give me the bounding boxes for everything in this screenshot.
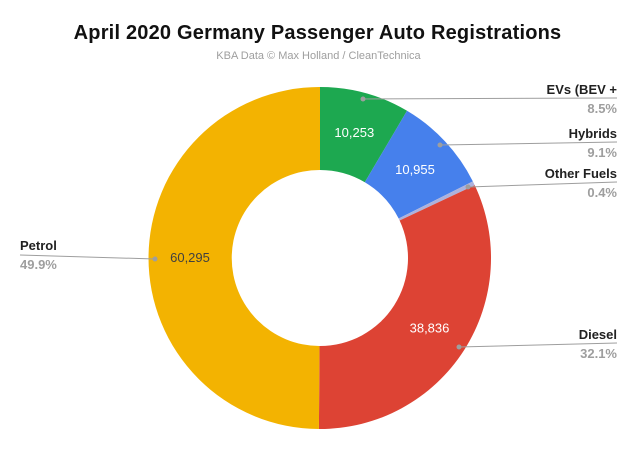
slice-value-hybrids: 10,955 <box>395 162 435 177</box>
slice-hybrids[interactable] <box>364 110 473 219</box>
slice-value-petrol: 60,295 <box>170 250 210 265</box>
slice-percent-evs: 8.5% <box>587 101 617 116</box>
slice-label-diesel: Diesel <box>579 327 617 342</box>
slice-petrol[interactable] <box>148 86 320 429</box>
callout-evs: EVs (BEV + 8.5% <box>360 82 618 116</box>
slice-percent-diesel: 32.1% <box>580 346 617 361</box>
slice-value-labels: 10,253 10,955 38,836 60,295 <box>170 125 449 335</box>
callout-petrol: Petrol 49.9% <box>19 238 158 272</box>
leader-line-evs <box>362 97 618 100</box>
leader-dot-evs <box>360 96 366 102</box>
leader-line-petrol <box>19 254 156 260</box>
slice-other-fuels[interactable] <box>398 181 475 221</box>
donut-slices <box>148 86 492 430</box>
chart-title: April 2020 Germany Passenger Auto Regist… <box>73 22 562 44</box>
slice-label-hybrids: Hybrids <box>569 126 617 141</box>
slice-percent-other-fuels: 0.4% <box>587 185 617 200</box>
leader-line-other-fuels <box>467 181 618 188</box>
callout-hybrids: Hybrids 9.1% <box>437 126 618 160</box>
leader-dot-petrol <box>152 256 158 262</box>
slice-percent-hybrids: 9.1% <box>587 145 617 160</box>
slice-label-evs: EVs (BEV + <box>547 82 618 97</box>
slice-percent-petrol: 49.9% <box>20 257 57 272</box>
slice-value-diesel: 38,836 <box>410 321 450 336</box>
leader-line-hybrids <box>439 141 618 146</box>
leader-dot-hybrids <box>437 142 443 148</box>
slice-diesel[interactable] <box>318 185 492 430</box>
slice-value-evs-bev: 10,253 <box>334 125 374 140</box>
slice-label-petrol: Petrol <box>20 238 57 253</box>
callout-other-fuels: Other Fuels 0.4% <box>465 166 618 200</box>
slice-evs-bev[interactable] <box>320 87 408 183</box>
leader-dot-other-fuels <box>465 184 471 190</box>
chart-subtitle: KBA Data © Max Holland / CleanTechnica <box>216 50 421 62</box>
leader-line-diesel <box>458 342 618 348</box>
callout-diesel: Diesel 32.1% <box>456 327 618 361</box>
leader-dot-diesel <box>456 344 462 350</box>
slice-label-other-fuels: Other Fuels <box>545 166 617 181</box>
